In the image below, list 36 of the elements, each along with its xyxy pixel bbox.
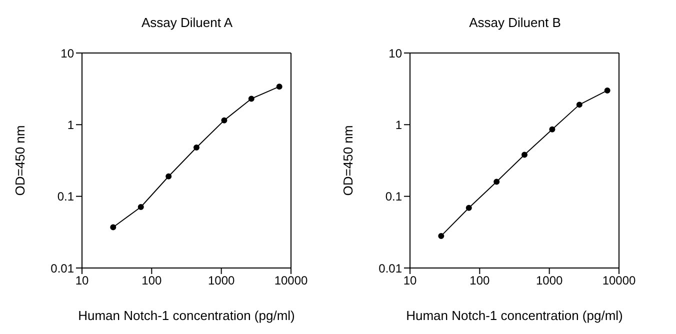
point — [248, 96, 254, 102]
x-tick-label: 1000 — [536, 274, 564, 288]
x-tick-label: 10000 — [274, 274, 308, 288]
point — [221, 117, 228, 124]
y-tick-label: 1 — [395, 118, 402, 132]
y-axis-title: OD=450 nm — [12, 125, 28, 196]
x-tick-label: 10000 — [602, 274, 636, 288]
x-axis-title: Human Notch-1 concentration (pg/ml) — [78, 308, 295, 323]
x-axis-title: Human Notch-1 concentration (pg/ml) — [406, 308, 623, 323]
point — [576, 102, 582, 108]
point — [466, 204, 472, 211]
y-tick-label: 0.01 — [50, 261, 74, 276]
y-tick-label: 10 — [60, 46, 74, 60]
y-tick-label: 0.1 — [57, 190, 74, 204]
point — [276, 84, 282, 90]
point — [549, 126, 556, 132]
y-tick-label: 10 — [388, 46, 402, 60]
x-tick-label: 10 — [75, 274, 89, 288]
x-tick-label: 10 — [403, 274, 417, 288]
point — [138, 204, 144, 210]
point — [166, 173, 172, 180]
x-tick-label: 100 — [142, 274, 162, 288]
y-tick-label: 0.01 — [378, 261, 402, 276]
chart-title: Assay Diluent B — [468, 14, 562, 32]
x-tick-label: 100 — [470, 274, 490, 288]
point — [521, 152, 528, 158]
y-tick-label: 1 — [67, 118, 74, 132]
y-axis-title: OD=450 nm — [340, 125, 356, 196]
x-tick-label: 1000 — [208, 274, 236, 288]
point — [604, 87, 610, 94]
point — [494, 178, 500, 185]
y-tick-label: 0.1 — [385, 190, 402, 204]
point — [110, 224, 116, 230]
chart-title: Assay Diluent A — [140, 14, 234, 32]
point — [438, 232, 444, 239]
point — [193, 144, 200, 151]
